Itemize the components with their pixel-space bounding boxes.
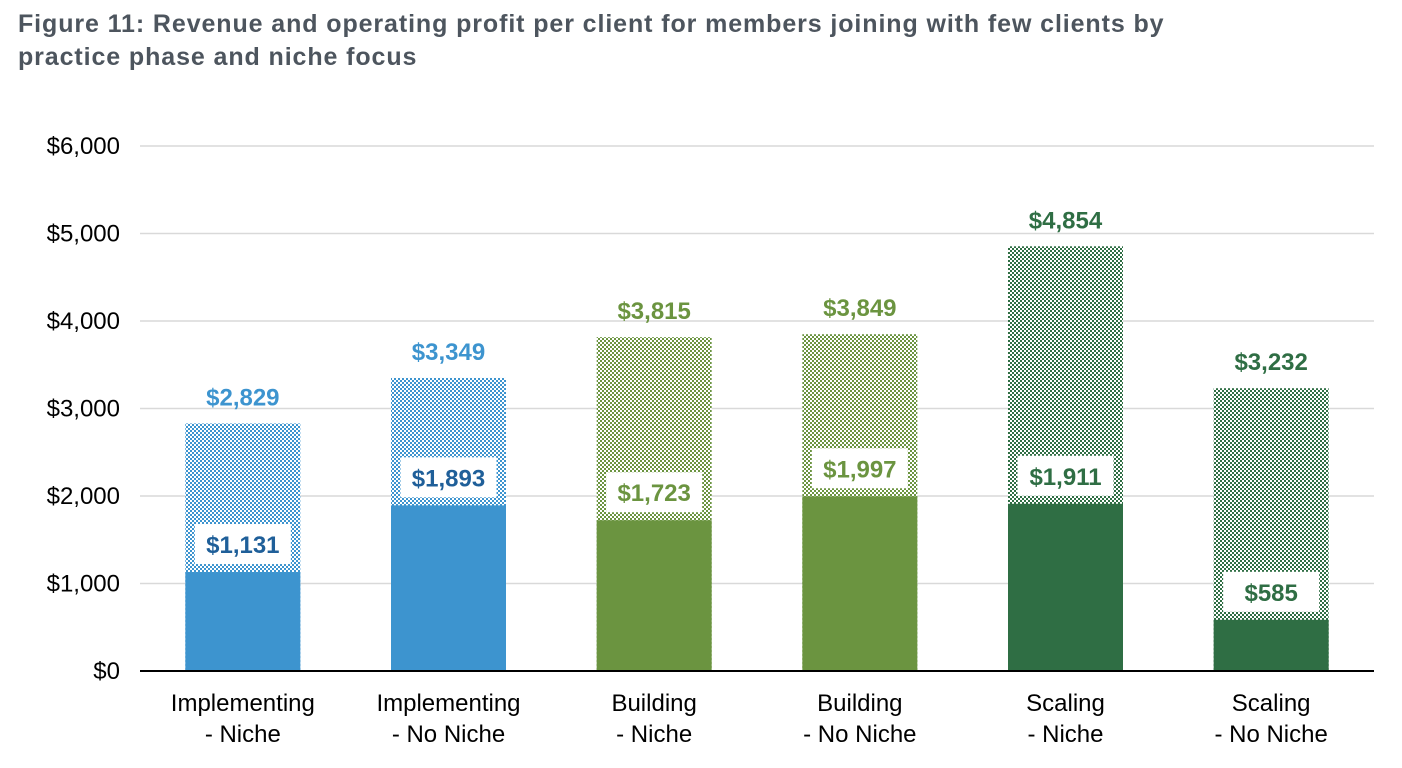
revenue-data-label: $2,829 (206, 384, 279, 411)
y-tick-label: $1,000 (47, 571, 120, 598)
profit-bar (596, 520, 712, 671)
y-tick-label: $3,000 (47, 396, 120, 423)
y-tick-label: $0 (93, 658, 120, 685)
profit-label-box (1017, 455, 1114, 496)
revenue-data-label: $3,232 (1234, 349, 1307, 376)
profit-data-label: $1,911 (1029, 464, 1101, 491)
profit-data-label: $1,131 (206, 532, 279, 559)
y-tick-label: $4,000 (47, 308, 120, 335)
profit-bar (391, 505, 506, 671)
chart-title: Figure 11: Revenue and operating profit … (18, 8, 1358, 74)
profit-bar (1008, 503, 1123, 671)
x-category-label: - Niche (616, 721, 692, 748)
profit-label-box (1223, 571, 1320, 612)
profit-data-label: $1,997 (823, 456, 896, 483)
y-tick-label: $6,000 (47, 133, 120, 160)
data-labels: $2,829 $1,131 $3,349 $1,893 $3,815 $1,723 $3,8… (194, 207, 1320, 612)
revenue-data-label: $3,349 (412, 339, 485, 366)
profit-label-box (606, 472, 703, 513)
chart-title-line-1: Figure 11: Revenue and operating profit … (18, 10, 1165, 38)
x-category-label: Implementing (171, 690, 315, 717)
y-tick-label: $2,000 (47, 483, 120, 510)
x-category-label: - Niche (205, 721, 281, 748)
revenue-data-label: $4,854 (1029, 207, 1103, 234)
x-category-label: - Niche (1027, 721, 1103, 748)
profit-data-label: $1,723 (617, 480, 690, 507)
profit-label-box (400, 457, 497, 498)
profit-label-box (811, 448, 908, 489)
revenue-data-label: $3,815 (617, 298, 690, 325)
revenue-data-label: $3,849 (823, 295, 896, 322)
profit-bar (802, 496, 918, 671)
chart-title-line-2: practice phase and niche focus (18, 43, 418, 71)
x-category-label: - No Niche (1214, 721, 1327, 748)
bars (185, 246, 1329, 671)
x-category-label: Building (611, 690, 696, 717)
y-axis-tick-labels: $0 $1,000 $2,000 $3,000 $4,000 $5,000 $6,000 (47, 133, 120, 685)
gridlines (140, 145, 1374, 585)
profit-label-box (194, 524, 291, 565)
profit-bar (1213, 619, 1329, 671)
x-category-label: - No Niche (803, 721, 916, 748)
x-category-label: Implementing (376, 690, 520, 717)
x-category-label: Scaling (1232, 690, 1311, 717)
x-category-label: Scaling (1026, 690, 1105, 717)
x-category-label: Building (817, 690, 902, 717)
y-tick-label: $5,000 (47, 221, 120, 248)
x-axis-category-labels: Implementing - Niche Implementing - No Nich… (171, 690, 1328, 748)
profit-data-label: $1,893 (412, 465, 485, 492)
x-category-label: - No Niche (392, 721, 505, 748)
profit-bar (185, 572, 301, 671)
profit-data-label: $585 (1244, 580, 1297, 607)
